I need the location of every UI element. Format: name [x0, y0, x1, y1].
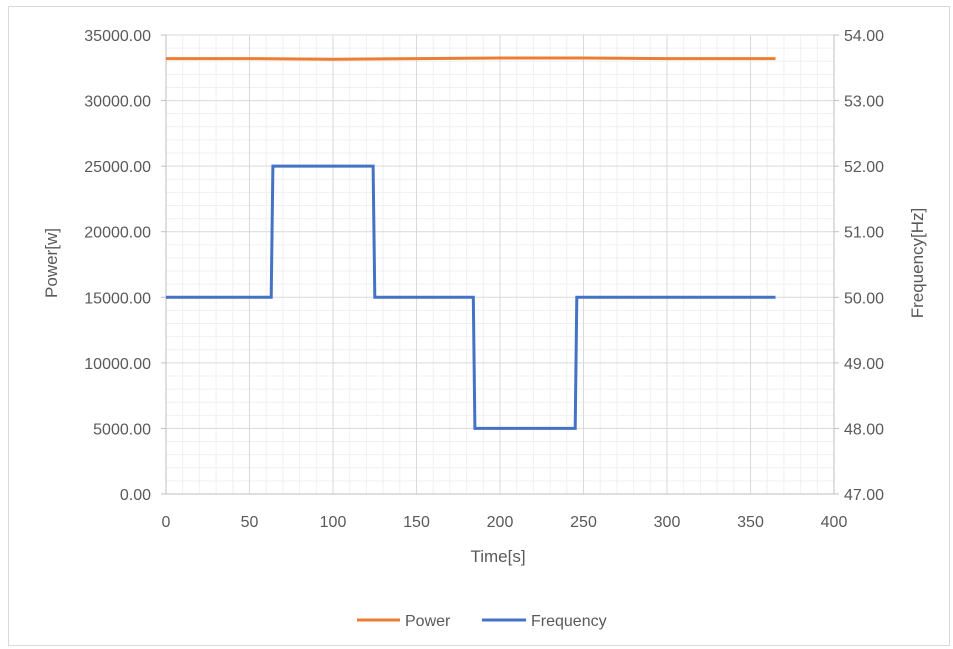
legend-label-power: Power	[405, 613, 451, 630]
x-tick-label: 300	[654, 514, 681, 531]
x-axis-title: Time[s]	[470, 547, 525, 566]
y2-tick-label: 47.00	[844, 487, 884, 504]
legend-label-frequency: Frequency	[531, 613, 607, 630]
y2-tick-label: 54.00	[844, 28, 884, 45]
x-tick-label: 150	[403, 514, 430, 531]
y2-tick-label: 51.00	[844, 225, 884, 242]
x-tick-label: 250	[570, 514, 597, 531]
legend-item-power: Power	[357, 613, 451, 630]
series-layer	[166, 56, 776, 430]
y-tick-label: 15000.00	[84, 290, 151, 307]
y2-axis-title: Frequency[Hz]	[908, 208, 927, 319]
x-tick-label: 200	[487, 514, 514, 531]
y2-tick-labels: 47.00 48.00 49.00 50.00 51.00 52.00 53.00 54.00	[844, 28, 884, 504]
y2-tick-label: 52.00	[844, 159, 884, 176]
x-tick-label: 0	[162, 514, 171, 531]
x-tick-label: 350	[737, 514, 764, 531]
x-tick-label: 400	[821, 514, 848, 531]
legend: Power Frequency	[357, 613, 607, 630]
chart-frame	[8, 6, 950, 646]
y-tick-labels: 0.00 5000.00 10000.00 15000.00 20000.00 25000…	[84, 28, 151, 504]
legend-item-frequency: Frequency	[482, 613, 607, 630]
y-tick-label: 30000.00	[84, 94, 151, 111]
axes	[161, 34, 839, 495]
series-line-power	[166, 56, 776, 61]
y-tick-label: 25000.00	[84, 159, 151, 176]
x-tick-label: 100	[320, 514, 347, 531]
y2-tick-label: 50.00	[844, 290, 884, 307]
y-tick-label: 20000.00	[84, 225, 151, 242]
x-tick-labels: 0 50 100 150 200 250 300 350 400	[162, 514, 848, 531]
series-line-frequency	[166, 164, 776, 430]
x-tick-label: 50	[241, 514, 259, 531]
y-tick-label: 5000.00	[93, 421, 151, 438]
y-tick-label: 35000.00	[84, 28, 151, 45]
y-tick-label: 10000.00	[84, 356, 151, 373]
y2-tick-label: 49.00	[844, 356, 884, 373]
y-axis-title: Power[w]	[42, 228, 61, 298]
y2-tick-label: 53.00	[844, 94, 884, 111]
y-tick-label: 0.00	[120, 487, 151, 504]
y2-tick-label: 48.00	[844, 421, 884, 438]
